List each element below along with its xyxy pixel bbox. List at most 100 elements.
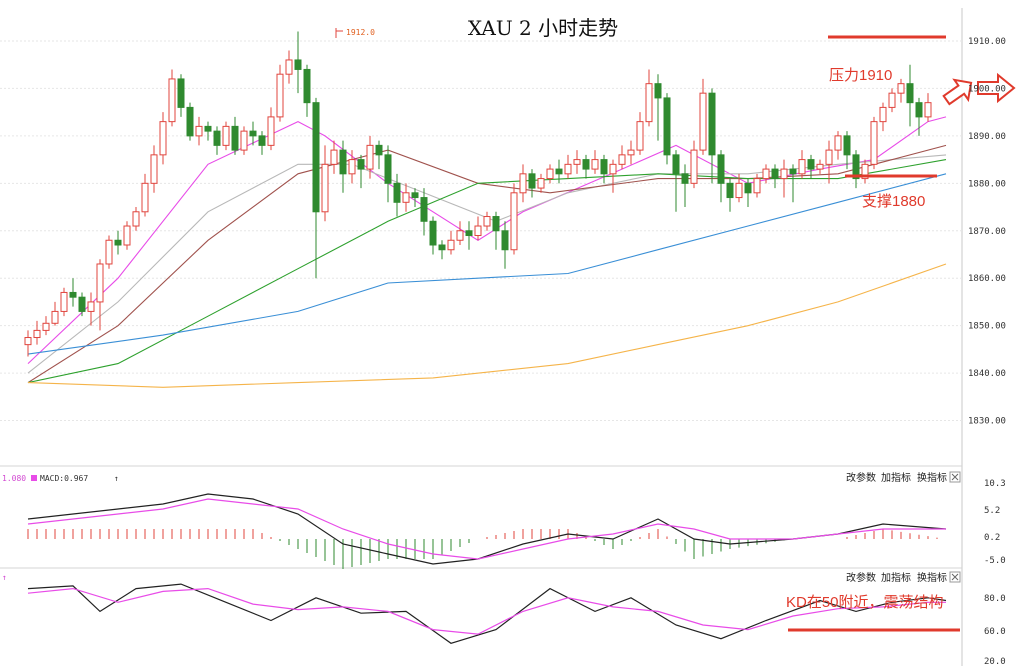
candle-up bbox=[456, 230, 464, 241]
candle-down bbox=[303, 68, 311, 104]
candle-down bbox=[852, 154, 860, 180]
kd-tick-label: 20.0 bbox=[984, 657, 1006, 666]
macd-tick-label: 10.3 bbox=[984, 479, 1006, 489]
kd-close-button[interactable] bbox=[949, 571, 961, 583]
candle-up bbox=[924, 102, 932, 118]
kd-tick-label: 60.0 bbox=[984, 627, 1006, 637]
candle-down bbox=[492, 216, 500, 232]
candle-down bbox=[357, 159, 365, 170]
candle-up bbox=[780, 168, 788, 180]
candle-down bbox=[249, 130, 257, 137]
candle-up bbox=[510, 192, 518, 251]
candle-down bbox=[654, 83, 662, 99]
candle-up bbox=[609, 163, 617, 175]
price-tick-label: 1910.00 bbox=[968, 37, 1006, 47]
candle-up bbox=[33, 329, 41, 339]
candle-up bbox=[618, 154, 626, 165]
candle-up bbox=[519, 173, 527, 194]
kd-marker-icon: ↑ bbox=[2, 573, 7, 582]
candle-up bbox=[888, 92, 896, 108]
ma250-line bbox=[27, 263, 947, 388]
resistance-label: 压力1910 bbox=[829, 67, 892, 84]
candle-down bbox=[807, 159, 815, 170]
macd-add-indicator-button[interactable]: 加指标 bbox=[881, 471, 911, 484]
close-icon[interactable] bbox=[951, 473, 959, 481]
candle-up bbox=[879, 106, 887, 123]
macd-tick-label: 5.2 bbox=[984, 506, 1000, 516]
candle-down bbox=[186, 106, 194, 137]
kd-switch-indicator-button[interactable]: 换指标 bbox=[917, 571, 947, 584]
candle-up bbox=[564, 163, 572, 175]
kd-tick-label: 80.0 bbox=[984, 594, 1006, 604]
macd-tick-label: -5.0 bbox=[984, 556, 1006, 566]
candle-down bbox=[771, 168, 779, 180]
candle-up bbox=[591, 159, 599, 170]
candle-down bbox=[78, 296, 86, 312]
candle-down bbox=[528, 173, 536, 189]
macd-up-arrow-icon: ↑ bbox=[114, 474, 119, 483]
candle-up bbox=[834, 135, 842, 151]
macd-close-button[interactable] bbox=[949, 471, 961, 483]
candle-up bbox=[762, 168, 770, 180]
candle-up bbox=[321, 163, 329, 213]
candle-down bbox=[114, 239, 122, 246]
candle-down bbox=[915, 102, 923, 118]
kd-panel: ↑ 改参数 加指标 换指标 KD在50附近，震荡结构 80.0 60.0 20.0 bbox=[2, 571, 1006, 666]
candle-down bbox=[465, 230, 473, 237]
candle-down bbox=[411, 192, 419, 199]
price-tick-label: 1860.00 bbox=[968, 274, 1006, 284]
kd-add-indicator-button[interactable]: 加指标 bbox=[881, 571, 911, 584]
candle-down bbox=[312, 102, 320, 213]
macd-panel: 1.080 MACD:0.967 ↑ 改参数 加指标 换指标 10.3 5.2 0.… bbox=[2, 471, 1006, 569]
candle-up bbox=[159, 121, 167, 156]
candle-down bbox=[429, 220, 437, 246]
candle-down bbox=[231, 125, 239, 151]
candle-up bbox=[123, 225, 131, 246]
candle-up bbox=[573, 159, 581, 165]
candle-up bbox=[690, 149, 698, 184]
kd-edit-params-button[interactable]: 改参数 bbox=[846, 571, 876, 584]
kd-k-line bbox=[27, 583, 947, 644]
candle-down bbox=[213, 130, 221, 146]
right-arrow-icon bbox=[977, 72, 1016, 104]
candle-up bbox=[132, 211, 140, 227]
macd-value-label: MACD:0.967 bbox=[40, 474, 88, 483]
candle-up bbox=[105, 239, 113, 265]
price-tick-label: 1850.00 bbox=[968, 322, 1006, 332]
candlesticks bbox=[24, 31, 932, 357]
candle-up bbox=[825, 149, 833, 165]
candle-up bbox=[222, 125, 230, 146]
macd-axis: 10.3 5.2 0.2 -5.0 bbox=[984, 479, 1006, 566]
candle-down bbox=[555, 168, 563, 175]
close-icon[interactable] bbox=[951, 573, 959, 581]
macd-edit-params-button[interactable]: 改参数 bbox=[846, 471, 876, 484]
candle-down bbox=[681, 173, 689, 184]
candle-down bbox=[375, 144, 383, 156]
candle-up bbox=[483, 216, 491, 227]
chart-title: XAU 2 小时走势 bbox=[468, 16, 618, 40]
macd-tick-label: 0.2 bbox=[984, 533, 1000, 543]
candle-up bbox=[168, 78, 176, 123]
candle-up bbox=[150, 154, 158, 184]
candle-up bbox=[195, 125, 203, 137]
kd-d-line bbox=[27, 587, 946, 635]
candle-down bbox=[717, 154, 725, 184]
candle-down bbox=[393, 182, 401, 203]
candle-up bbox=[474, 225, 482, 237]
candle-down bbox=[294, 59, 302, 70]
macd-switch-indicator-button[interactable]: 换指标 bbox=[917, 471, 947, 484]
price-tick-label: 1890.00 bbox=[968, 132, 1006, 142]
candle-down bbox=[177, 78, 185, 108]
candle-down bbox=[69, 291, 77, 298]
candle-up bbox=[870, 121, 878, 165]
candle-down bbox=[204, 125, 212, 132]
candle-up bbox=[267, 116, 275, 146]
candle-up bbox=[627, 149, 635, 156]
price-tick-label: 1880.00 bbox=[968, 179, 1006, 189]
price-tick-label: 1830.00 bbox=[968, 417, 1006, 427]
candle-up bbox=[699, 92, 707, 151]
price-tick-label: 1840.00 bbox=[968, 369, 1006, 379]
candle-down bbox=[906, 83, 914, 104]
candle-up bbox=[330, 149, 338, 165]
